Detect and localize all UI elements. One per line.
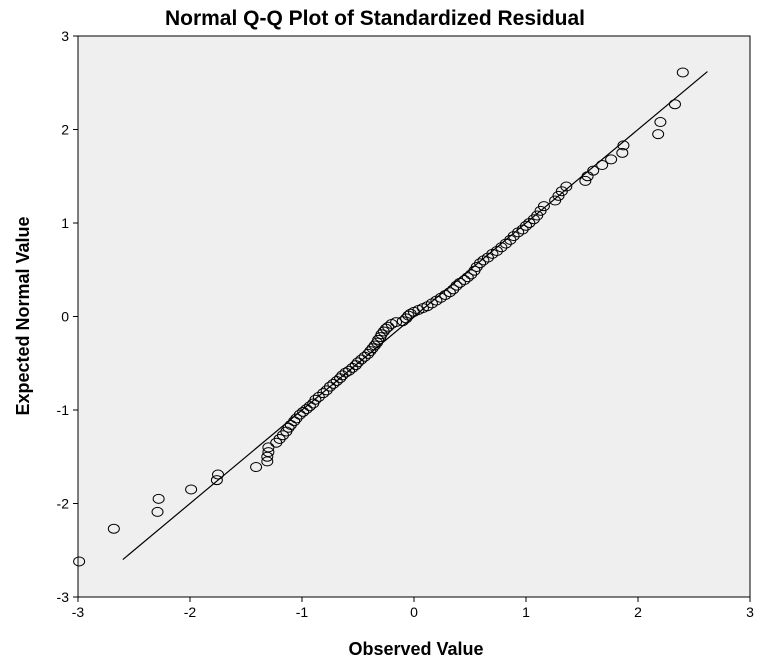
data-point — [652, 129, 665, 140]
data-point — [458, 275, 471, 286]
data-point — [262, 447, 275, 458]
data-point — [439, 289, 452, 300]
data-point — [495, 242, 508, 253]
data-point — [421, 301, 434, 312]
x-axis: -3 -2 -1 0 1 2 3 — [72, 597, 754, 620]
x-tick-label: 3 — [746, 604, 754, 620]
data-point — [355, 354, 368, 365]
data-point — [616, 147, 629, 158]
data-point — [474, 258, 487, 269]
data-point — [596, 160, 609, 171]
data-point — [461, 272, 474, 283]
data-point — [309, 394, 322, 405]
data-point — [486, 248, 499, 259]
x-tick-label: -2 — [184, 604, 197, 620]
y-tick-label: 0 — [61, 309, 69, 325]
data-point — [327, 378, 340, 389]
data-point — [362, 348, 375, 359]
data-point — [523, 218, 536, 228]
data-point — [312, 391, 325, 402]
y-tick-label: 1 — [61, 215, 69, 231]
data-point — [288, 416, 301, 427]
data-point — [587, 165, 600, 176]
data-point — [317, 388, 330, 399]
data-point — [520, 220, 532, 231]
x-axis-label: Observed Value — [348, 639, 483, 659]
data-point — [605, 154, 618, 165]
data-point — [293, 409, 306, 420]
data-point — [668, 99, 681, 110]
data-point — [490, 246, 503, 257]
data-point — [430, 295, 443, 306]
data-point — [382, 321, 395, 332]
data-point — [297, 406, 310, 417]
data-point — [390, 317, 403, 328]
y-axis-label: Expected Normal Value — [13, 216, 33, 415]
data-point — [73, 556, 86, 567]
data-point — [512, 227, 525, 238]
data-point — [537, 201, 550, 212]
data-point — [152, 493, 165, 504]
data-point — [676, 67, 689, 78]
data-point — [185, 484, 198, 495]
x-tick-label: 2 — [634, 604, 642, 620]
data-point — [617, 140, 630, 151]
data-point — [107, 523, 120, 534]
data-point — [443, 287, 456, 298]
data-point — [368, 340, 381, 351]
data-point — [507, 231, 520, 242]
data-point — [499, 238, 512, 249]
chart-title: Normal Q-Q Plot of Standardized Residual — [165, 7, 585, 30]
data-point — [352, 357, 364, 368]
data-point — [477, 255, 490, 266]
data-point — [366, 343, 379, 354]
x-tick-label: 0 — [410, 604, 418, 620]
data-point — [324, 381, 336, 392]
data-point — [654, 117, 667, 128]
data-point — [282, 422, 295, 433]
data-point — [303, 401, 316, 412]
data-point — [453, 277, 466, 288]
data-point — [481, 252, 494, 263]
data-point — [151, 506, 164, 517]
data-point — [364, 346, 377, 357]
data-point — [560, 181, 573, 192]
data-point — [450, 280, 463, 291]
x-tick-label: -1 — [296, 604, 309, 620]
data-points — [73, 67, 689, 567]
x-tick-label: 1 — [522, 604, 530, 620]
x-tick-label: -3 — [72, 604, 85, 620]
data-point — [434, 292, 447, 303]
data-point — [425, 298, 438, 309]
y-tick-label: 3 — [61, 28, 69, 44]
y-tick-label: -3 — [57, 589, 70, 605]
y-tick-label: -2 — [57, 496, 70, 512]
data-point — [579, 175, 592, 186]
data-point — [212, 469, 224, 480]
data-point — [300, 404, 313, 415]
data-point — [262, 442, 275, 453]
y-tick-label: 2 — [61, 122, 69, 138]
y-axis: -3 -2 -1 0 1 2 3 — [57, 28, 78, 605]
data-point — [372, 334, 385, 345]
data-point — [210, 475, 223, 486]
data-point — [250, 462, 263, 473]
y-tick-label: -1 — [57, 402, 70, 418]
data-point — [343, 365, 356, 376]
data-point — [375, 329, 388, 340]
